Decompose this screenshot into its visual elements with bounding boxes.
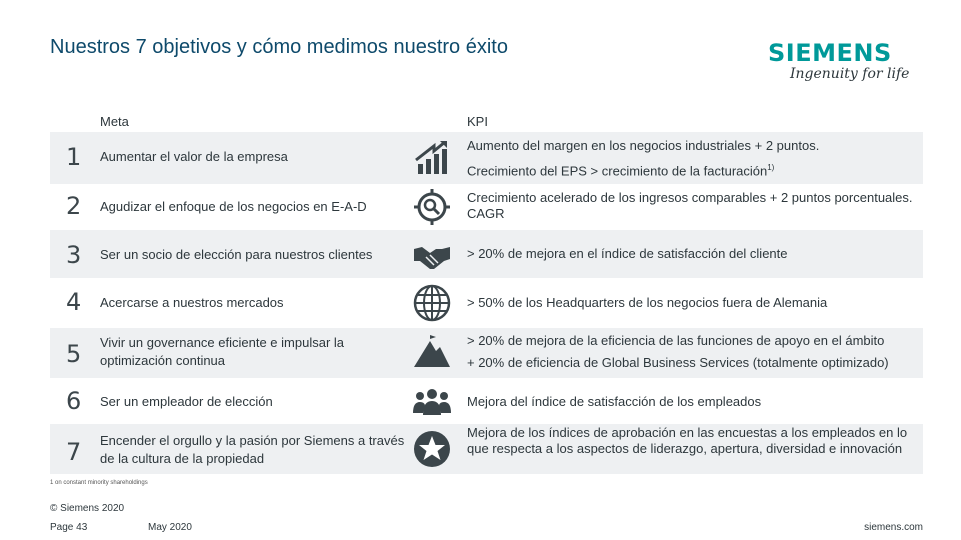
kpi-line-2: Crecimiento del EPS > crecimiento de la … (467, 163, 768, 179)
objective-row-7: 7 Encender el orgullo y la pasión por Si… (50, 424, 923, 474)
kpi-text: Aumento del margen en los negocios indus… (467, 138, 922, 179)
objective-row-2: 2 Agudizar el enfoque de los negocios en… (50, 184, 923, 230)
objective-row-1: 1 Aumentar el valor de la empresa Aument… (50, 132, 923, 184)
footnote: 1 on constant minority shareholdings (50, 480, 148, 486)
kpi-footnote-marker: 1) (767, 163, 775, 172)
objective-number: 2 (66, 192, 82, 220)
people-group-icon (413, 389, 451, 415)
copyright: © Siemens 2020 (50, 503, 125, 514)
footer-date: May 2020 (148, 522, 192, 533)
logo-wordmark: SIEMENS (768, 39, 892, 67)
objective-row-5: 5 Vivir un governance eficiente e impuls… (50, 328, 923, 378)
objective-number: 1 (66, 143, 82, 171)
globe-icon (413, 284, 451, 322)
objective-row-3: 3 Ser un socio de elección para nuestros… (50, 230, 923, 278)
website-link[interactable]: siemens.com (864, 522, 923, 533)
objective-number: 5 (66, 340, 82, 368)
kpi-text: > 20% de mejora en el índice de satisfac… (467, 246, 788, 261)
logo-tagline: Ingenuity for life (790, 66, 910, 82)
kpi-line-1: > 20% de mejora de la eficiencia de las … (467, 333, 885, 348)
objective-number: 6 (66, 387, 82, 415)
siemens-logo: SIEMENS Ingenuity for life (768, 40, 909, 82)
kpi-text: Crecimiento acelerado de los ingresos co… (467, 190, 913, 221)
page-title: Nuestros 7 objetivos y cómo medimos nues… (50, 36, 508, 58)
target-magnifier-icon (414, 189, 450, 225)
objective-number: 4 (66, 288, 82, 316)
objective-goal: Aumentar el valor de la empresa (100, 149, 288, 164)
kpi-text: > 50% de los Headquarters de los negocio… (467, 295, 828, 310)
mountain-icon (414, 335, 450, 367)
goal-column-header: Meta (100, 114, 129, 129)
objective-goal: Vivir un governance eficiente e impulsar… (100, 335, 345, 368)
kpi-column-header: KPI (467, 114, 488, 129)
star-badge-icon (414, 431, 450, 467)
objective-number: 3 (66, 241, 82, 269)
kpi-text: Mejora de los índices de aprobación en l… (467, 425, 908, 456)
objective-goal: Acercarse a nuestros mercados (100, 295, 284, 310)
objective-goal: Ser un socio de elección para nuestros c… (100, 247, 373, 262)
objective-goal: Agudizar el enfoque de los negocios en E… (100, 199, 367, 214)
handshake-icon (414, 247, 450, 269)
objective-goal: Encender el orgullo y la pasión por Siem… (100, 433, 405, 466)
objective-row-4: 4 Acercarse a nuestros mercados > 50% de… (50, 278, 923, 328)
objective-goal: Ser un empleador de elección (100, 394, 273, 409)
kpi-line-1: Aumento del margen en los negocios indus… (467, 138, 820, 153)
kpi-text: Mejora del índice de satisfacción de los… (467, 394, 762, 409)
kpi-line-2: + 20% de eficiencia de Global Business S… (467, 355, 889, 370)
objective-row-6: 6 Ser un empleador de elección Mejora de… (50, 378, 923, 424)
kpi-text: > 20% de mejora de la eficiencia de las … (467, 333, 922, 371)
growth-chart-icon (415, 140, 447, 174)
page-number: Page 43 (50, 522, 88, 533)
objective-number: 7 (66, 438, 82, 466)
